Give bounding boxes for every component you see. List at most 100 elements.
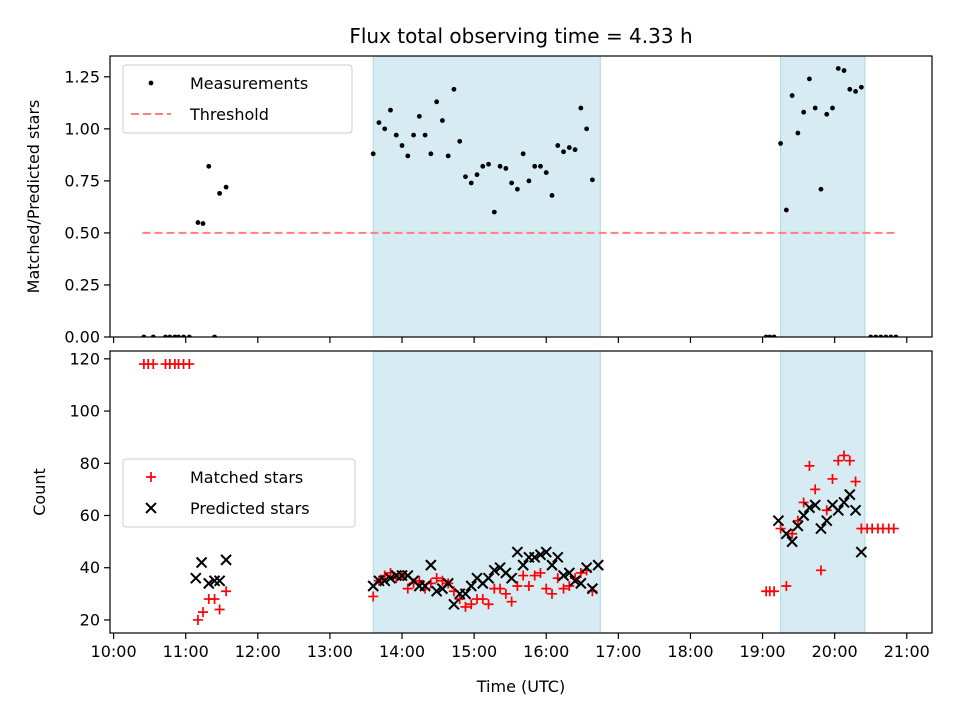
measurement-point: [451, 86, 457, 92]
matched-star-point: [815, 565, 826, 576]
matched-star-point: [148, 359, 159, 370]
matched-star-point: [477, 594, 488, 605]
y-tick-label: 1.25: [64, 67, 100, 86]
x-tick-label: 12:00: [235, 642, 281, 661]
matched-star-point: [483, 599, 494, 610]
predicted-star-point: [425, 559, 437, 571]
matched-star-point: [500, 588, 511, 599]
measurement-point: [847, 86, 853, 92]
matched-star-point: [466, 599, 477, 610]
predicted-star-point: [569, 575, 581, 587]
axes-frame: [109, 55, 933, 338]
measurement-point: [561, 149, 566, 155]
legend-marker: [146, 472, 156, 482]
x-tick-label: 18:00: [667, 642, 713, 661]
predicted-star-point: [517, 559, 529, 571]
measurement-point: [445, 153, 451, 159]
measurement-point: [405, 153, 411, 159]
matched-star-point: [821, 505, 832, 516]
y-tick-label: 0.25: [64, 275, 100, 294]
measurement-point: [399, 143, 405, 148]
predicted-star-point: [780, 528, 793, 540]
measurement-point: [789, 93, 795, 98]
predicted-star-point: [384, 572, 397, 584]
matched-star-point: [198, 607, 209, 618]
predicted-star-point: [580, 562, 593, 574]
predicted-star-point: [379, 575, 391, 587]
matched-star-point: [460, 601, 471, 612]
y-tick-label: 40: [80, 558, 100, 577]
predicted-star-point: [208, 575, 221, 587]
matched-star-point: [431, 573, 442, 584]
x-tick-label: 13:00: [307, 642, 353, 661]
measurement-point: [463, 174, 468, 180]
y-tick-label: 120: [69, 349, 100, 368]
predicted-star-point: [832, 504, 844, 516]
matched-star-point: [827, 473, 838, 484]
bottom-panel-count: 20 40 60 80 100 120 Count 10:00 11:00 12:00 13:00 1…: [30, 349, 933, 661]
matched-star-point: [558, 583, 569, 594]
measurement-point: [376, 120, 382, 126]
matched-star-point: [833, 455, 844, 466]
matched-star-point: [781, 581, 792, 591]
predicted-star-point: [792, 520, 804, 532]
y-tick-label: 20: [80, 610, 100, 629]
predicted-star-point: [220, 554, 232, 566]
matched-star-point: [850, 476, 861, 487]
measurement-point: [584, 126, 590, 132]
matched-star-point: [769, 586, 780, 597]
measurement-point: [382, 126, 388, 132]
top-panel-ratio: 0.00 0.25 0.50 0.75 1.00 1.25 Matched/Predicte…: [24, 55, 933, 347]
marks-bottom: [138, 359, 899, 625]
y-tick-label: 0.50: [64, 223, 100, 242]
matched-star-point: [564, 581, 575, 591]
measurement-point: [393, 132, 399, 138]
x-tick-label: 20:00: [812, 642, 858, 661]
y-tick-label: 1.00: [64, 119, 100, 138]
measurement-point: [853, 88, 858, 94]
predicted-star-point: [557, 569, 570, 582]
predicted-star-point: [592, 559, 604, 571]
x-tick-label: 19:00: [739, 642, 785, 661]
predicted-star-point: [534, 548, 547, 561]
y-axis-label: Matched/Predicted stars: [24, 100, 43, 294]
matched-star-point: [810, 484, 821, 495]
predicted-star-point: [459, 588, 472, 600]
y-tick-label: 60: [80, 506, 100, 525]
observing-window: [372, 55, 601, 338]
axes-frame: [109, 350, 933, 634]
predicted-star-point: [809, 499, 821, 511]
matched-star-point: [495, 583, 506, 594]
measurement-point: [497, 163, 503, 169]
predicted-star-point: [797, 509, 810, 522]
measurement-point: [223, 184, 229, 190]
measurement-point: [457, 138, 463, 144]
predicted-star-point: [803, 501, 816, 514]
predicted-star-point: [505, 572, 518, 584]
predicted-star-point: [838, 496, 850, 509]
measurement-point: [555, 143, 561, 148]
predicted-star-point: [430, 585, 443, 597]
measurement-point: [503, 166, 509, 171]
matched-star-point: [454, 594, 465, 605]
measurement-point: [422, 132, 428, 138]
predicted-star-point: [419, 580, 431, 592]
predicted-star-point: [844, 488, 856, 501]
measurement-point: [526, 178, 532, 184]
predicted-star-point: [482, 572, 495, 584]
measurement-point: [416, 113, 422, 119]
measurement-point: [520, 151, 526, 157]
legend-label: Matched stars: [190, 468, 303, 487]
measurement-point: [841, 68, 847, 73]
legend-marker: [148, 80, 154, 86]
measurement-point: [195, 220, 201, 225]
matched-star-point: [798, 497, 809, 508]
matched-star-point: [209, 594, 220, 605]
matched-star-point: [787, 528, 798, 539]
y-tick-label: 100: [69, 402, 100, 421]
matched-star-point: [414, 575, 425, 586]
measurement-point: [480, 163, 486, 169]
matched-star-point: [221, 586, 232, 597]
measurement-point: [486, 161, 491, 167]
